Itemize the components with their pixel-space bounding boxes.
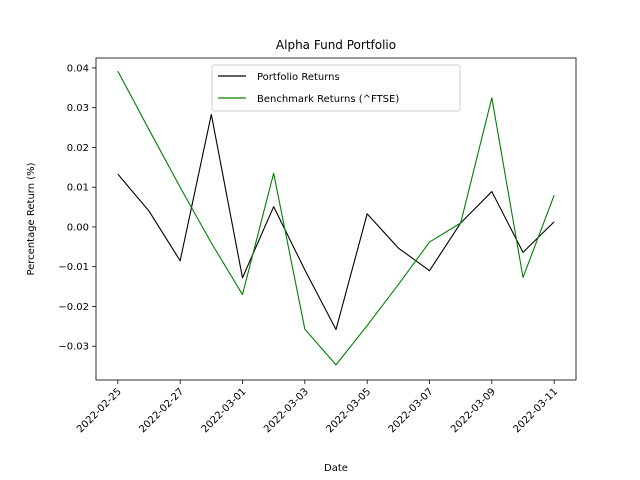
series-layer	[117, 70, 555, 366]
legend-box	[211, 64, 461, 112]
x-tick-label: 2022-02-25	[75, 386, 124, 435]
chart-title: Alpha Fund Portfolio	[276, 38, 396, 52]
legend-label-1: Portfolio Returns	[257, 72, 340, 83]
x-tick-label: 2022-03-09	[449, 386, 498, 435]
x-tick-label: 2022-03-05	[324, 386, 373, 435]
y-tick-label: 0.04	[67, 63, 89, 74]
y-tick-label: 0.03	[67, 103, 89, 114]
y-tick-label: −0.02	[58, 302, 89, 313]
x-tick-label: 2022-02-27	[137, 386, 186, 435]
plot-frame	[95, 57, 577, 381]
x-tick-label: 2022-03-01	[200, 386, 249, 435]
y-axis-label: Percentage Return (%)	[26, 162, 37, 275]
series-line-1	[117, 113, 555, 331]
y-axis: −0.03 −0.02 −0.01 0.00 0.01 0.02 0.03 0.04	[58, 63, 96, 353]
x-tick-label: 2022-03-07	[387, 386, 436, 435]
series-line-2	[117, 70, 555, 366]
y-tick-label: −0.01	[58, 262, 89, 273]
legend-label-2: Benchmark Returns (^FTSE)	[257, 94, 399, 105]
y-tick-label: 0.02	[67, 143, 89, 154]
x-axis-label: Date	[324, 463, 348, 474]
x-axis: 2022-02-25 2022-02-27 2022-03-01 2022-03-03…	[75, 380, 560, 435]
legend: Portfolio Returns Benchmark Returns (^FTS…	[211, 64, 461, 112]
x-tick-label: 2022-03-11	[511, 386, 560, 435]
x-tick-label: 2022-03-03	[262, 386, 311, 435]
y-tick-label: −0.03	[58, 342, 89, 353]
y-tick-label: 0.01	[67, 183, 89, 194]
y-tick-label: 0.00	[67, 222, 89, 233]
